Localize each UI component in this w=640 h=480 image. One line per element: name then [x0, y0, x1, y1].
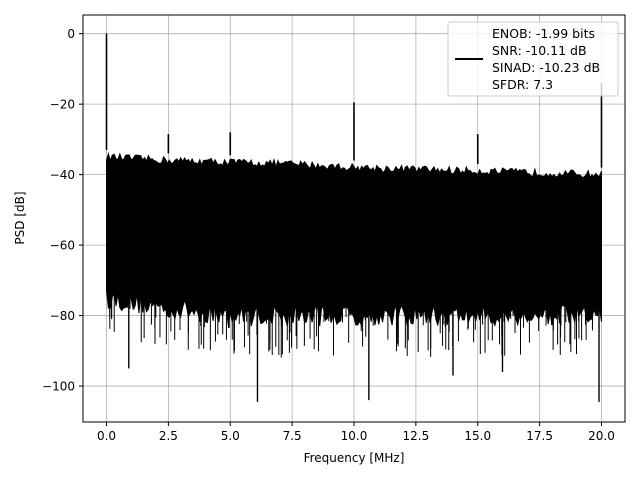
legend-box	[447, 21, 619, 97]
x-tick-label: 2.5	[159, 429, 178, 443]
x-tick-label: 15.0	[464, 429, 491, 443]
x-tick-label: 12.5	[403, 429, 430, 443]
x-tick-label: 17.5	[526, 429, 553, 443]
noise-floor-body	[106, 151, 602, 328]
y-axis-ticks: 0 −20 −40 −60 −80 −100	[42, 27, 83, 394]
y-tick-label: −100	[42, 380, 75, 394]
x-tick-label: 7.5	[283, 429, 302, 443]
y-tick-label: −60	[50, 239, 75, 253]
x-tick-label: 0.0	[97, 429, 116, 443]
y-tick-label: −40	[50, 168, 75, 182]
y-tick-label: −80	[50, 309, 75, 323]
legend: ENOB: -1.99 bits SNR: -10.11 dB SINAD: -…	[447, 21, 619, 97]
legend-line-snr: SNR: -10.11 dB	[492, 43, 587, 58]
legend-line-sinad: SINAD: -10.23 dB	[492, 60, 600, 75]
y-tick-label: −20	[50, 98, 75, 112]
y-tick-label: 0	[67, 27, 75, 41]
psd-trace	[105, 33, 603, 402]
y-axis-label: PSD [dB]	[13, 191, 27, 244]
x-axis-label: Frequency [MHz]	[304, 451, 405, 465]
x-tick-label: 5.0	[221, 429, 240, 443]
x-tick-label: 10.0	[341, 429, 368, 443]
legend-line-sfdr: SFDR: 7.3	[492, 77, 553, 92]
legend-line-enob: ENOB: -1.99 bits	[492, 26, 595, 41]
x-axis-ticks: 0.0 2.5 5.0 7.5 10.0 12.5 15.0 17.5 20.0	[97, 422, 615, 443]
x-tick-label: 20.0	[588, 429, 615, 443]
